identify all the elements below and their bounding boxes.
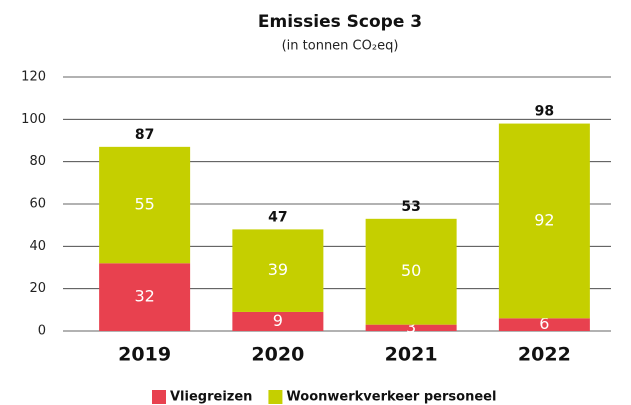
legend-swatch <box>152 390 166 404</box>
bar-segment <box>498 318 590 331</box>
y-tick-label: 20 <box>29 281 46 296</box>
segment-label: 3 <box>406 317 416 336</box>
segment-label: 55 <box>134 195 154 214</box>
bar-segment <box>365 218 457 325</box>
y-tick-label: 0 <box>38 324 46 339</box>
total-label: 53 <box>401 199 420 215</box>
legend-swatch <box>268 390 283 404</box>
legend-label: Vliegreizen <box>170 390 252 405</box>
bar-segment <box>99 146 191 264</box>
bar-segment <box>232 311 324 331</box>
segment-label: 9 <box>273 311 283 330</box>
segment-label: 32 <box>134 287 154 306</box>
y-tick-label: 60 <box>29 197 46 212</box>
total-label: 87 <box>135 127 154 143</box>
x-tick-label: 2022 <box>518 344 571 366</box>
chart-subtitle: (in tonnen CO₂eq) <box>282 39 399 54</box>
bar-segment <box>232 229 324 312</box>
x-tick-label: 2021 <box>385 344 438 366</box>
y-tick-label: 40 <box>29 239 46 254</box>
total-label: 98 <box>535 104 554 120</box>
x-tick-label: 2019 <box>118 344 171 366</box>
segment-label: 92 <box>534 210 554 229</box>
segment-label: 50 <box>401 261 421 280</box>
chart-title: Emissies Scope 3 <box>258 12 422 32</box>
x-tick-label: 2020 <box>251 344 304 366</box>
segment-label: 6 <box>539 314 549 333</box>
total-label: 47 <box>268 209 287 225</box>
y-tick-label: 100 <box>21 112 46 127</box>
bar-segment <box>99 263 191 331</box>
legend-label: Woonwerkverkeer personeel <box>286 390 496 405</box>
bar-segment <box>498 123 590 319</box>
bar-segment <box>365 324 457 331</box>
y-tick-label: 120 <box>21 70 46 85</box>
y-tick-label: 80 <box>29 154 46 169</box>
segment-label: 39 <box>268 260 288 279</box>
